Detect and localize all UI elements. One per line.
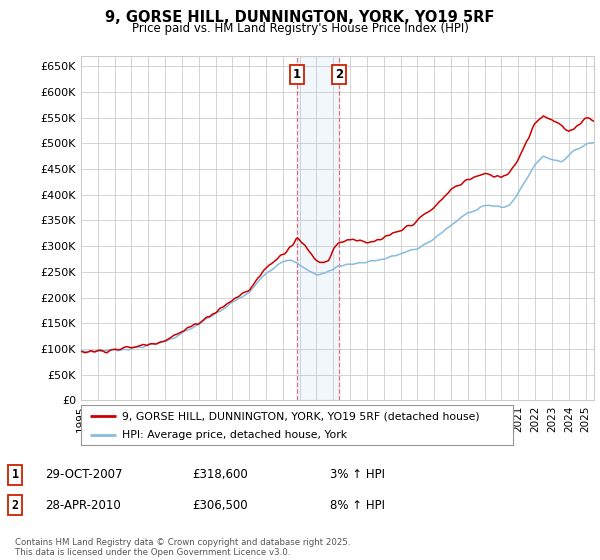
Text: 1: 1 [11, 468, 19, 482]
Text: 3% ↑ HPI: 3% ↑ HPI [330, 468, 385, 482]
Text: 2: 2 [335, 68, 343, 81]
Text: Price paid vs. HM Land Registry's House Price Index (HPI): Price paid vs. HM Land Registry's House … [131, 22, 469, 35]
Text: 2: 2 [11, 498, 19, 512]
Text: 1: 1 [293, 68, 301, 81]
Text: 28-APR-2010: 28-APR-2010 [45, 498, 121, 512]
Text: 29-OCT-2007: 29-OCT-2007 [45, 468, 122, 482]
Text: £306,500: £306,500 [192, 498, 248, 512]
Text: £318,600: £318,600 [192, 468, 248, 482]
Text: 8% ↑ HPI: 8% ↑ HPI [330, 498, 385, 512]
Bar [297, 56, 339, 400]
Text: 9, GORSE HILL, DUNNINGTON, YORK, YO19 5RF: 9, GORSE HILL, DUNNINGTON, YORK, YO19 5R… [106, 10, 494, 25]
Text: 9, GORSE HILL, DUNNINGTON, YORK, YO19 5RF (detached house): 9, GORSE HILL, DUNNINGTON, YORK, YO19 5R… [122, 411, 479, 421]
Text: HPI: Average price, detached house, York: HPI: Average price, detached house, York [122, 430, 347, 440]
Text: Contains HM Land Registry data © Crown copyright and database right 2025.
This d: Contains HM Land Registry data © Crown c… [15, 538, 350, 557]
